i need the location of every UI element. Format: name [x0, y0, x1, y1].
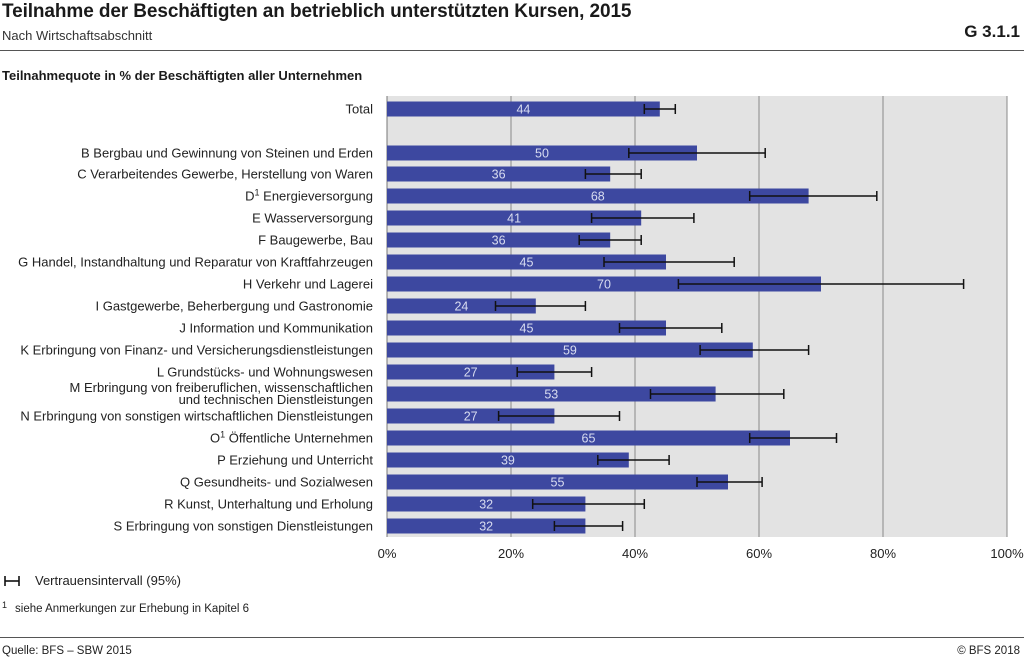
- chart-title: Teilnahme der Beschäftigten an betriebli…: [2, 1, 632, 22]
- category-label: M Erbringung von freiberuflichen, wissen…: [70, 380, 374, 395]
- source: Quelle: BFS – SBW 2015: [2, 645, 132, 657]
- bar-chart: 0% 20% 40% 60% 80% 100% 44 Total 50 B Bergbau und…: [18, 96, 1024, 561]
- bar-value-label: 32: [479, 498, 493, 512]
- category-label: Q Gesundheits- und Sozialwesen: [180, 475, 373, 490]
- bar-value-label: 68: [591, 190, 605, 204]
- footnote-text: siehe Anmerkungen zur Erhebung in Kapite…: [15, 603, 250, 615]
- header-rule: [0, 50, 1024, 51]
- chart-subtitle: Nach Wirtschaftsabschnitt: [2, 28, 153, 43]
- bar-value-label: 44: [516, 103, 530, 117]
- bar-value-label: 53: [544, 388, 558, 402]
- category-label: O1 Öffentliche Unternehmen: [210, 430, 373, 446]
- figure-code: G 3.1.1: [964, 22, 1020, 41]
- category-label: J Information und Kommunikation: [179, 321, 373, 336]
- bar-value-label: 32: [479, 520, 493, 534]
- bar-value-label: 65: [582, 432, 596, 446]
- plot-area: [387, 96, 1007, 537]
- bar: [387, 101, 660, 117]
- bar-value-label: 45: [520, 322, 534, 336]
- bar-value-label: 36: [492, 168, 506, 182]
- bar-value-label: 55: [551, 476, 565, 490]
- bar: [387, 408, 555, 424]
- x-tick-label: 100%: [990, 546, 1024, 561]
- bar: [387, 518, 586, 534]
- category-label-line2: und technischen Dienstleistungen: [179, 392, 373, 407]
- legend-label: Vertrauensintervall (95%): [35, 573, 181, 588]
- bar: [387, 496, 586, 512]
- bar-value-label: 24: [454, 300, 468, 314]
- bar-value-label: 59: [563, 344, 577, 358]
- bar: [387, 188, 809, 204]
- bar-value-label: 70: [597, 278, 611, 292]
- category-label: D1 Energieversorgung: [245, 188, 373, 204]
- bar-value-label: 41: [507, 212, 521, 226]
- bar-value-label: 27: [464, 410, 478, 424]
- legend: Vertrauensintervall (95%): [2, 573, 302, 589]
- bar-value-label: 50: [535, 147, 549, 161]
- category-label: Total: [346, 102, 374, 117]
- bar: [387, 276, 821, 292]
- bar: [387, 386, 716, 402]
- category-label: B Bergbau und Gewinnung von Steinen und …: [81, 146, 373, 161]
- bar-value-label: 39: [501, 454, 515, 468]
- copyright: © BFS 2018: [957, 645, 1020, 657]
- category-label: R Kunst, Unterhaltung und Erholung: [164, 497, 373, 512]
- bar: [387, 452, 629, 468]
- x-tick-label: 20%: [498, 546, 524, 561]
- x-tick-label: 0%: [378, 546, 397, 561]
- category-label: F Baugewerbe, Bau: [258, 233, 373, 248]
- category-label: N Erbringung von sonstigen wirtschaftlic…: [20, 409, 373, 424]
- bar: [387, 166, 611, 182]
- x-tick-label: 60%: [746, 546, 772, 561]
- bar: [387, 342, 753, 358]
- bar: [387, 430, 790, 446]
- bar-value-label: 27: [464, 366, 478, 380]
- bar: [387, 145, 697, 161]
- bar: [387, 320, 666, 336]
- x-tick-label: 40%: [622, 546, 648, 561]
- category-label: C Verarbeitendes Gewerbe, Herstellung vo…: [77, 167, 373, 182]
- footer-rule: [0, 637, 1024, 638]
- bar: [387, 298, 536, 314]
- footnote: 1 siehe Anmerkungen zur Erhebung in Kapit…: [2, 600, 250, 615]
- bar-value-label: 36: [492, 234, 506, 248]
- bar: [387, 474, 728, 490]
- category-label: P Erziehung und Unterricht: [217, 453, 373, 468]
- category-label: E Wasserversorgung: [252, 211, 373, 226]
- category-label: H Verkehr und Lagerei: [243, 277, 373, 292]
- bar-value-label: 45: [520, 256, 534, 270]
- category-label: G Handel, Instandhaltung und Reparatur v…: [18, 255, 373, 270]
- category-label: I Gastgewerbe, Beherbergung und Gastrono…: [95, 299, 373, 314]
- bar: [387, 254, 666, 270]
- category-label: S Erbringung von sonstigen Dienstleistun…: [114, 519, 373, 534]
- category-label: K Erbringung von Finanz- und Versicherun…: [20, 343, 373, 358]
- error-bar-legend-icon: [4, 576, 20, 586]
- category-label: L Grundstücks- und Wohnungswesen: [157, 365, 373, 380]
- bar: [387, 232, 611, 248]
- bar: [387, 210, 642, 226]
- chart-heading: Teilnahmequote in % der Beschäftigten al…: [2, 68, 363, 83]
- bar: [387, 364, 555, 380]
- x-tick-label: 80%: [870, 546, 896, 561]
- footnote-mark: 1: [2, 600, 8, 610]
